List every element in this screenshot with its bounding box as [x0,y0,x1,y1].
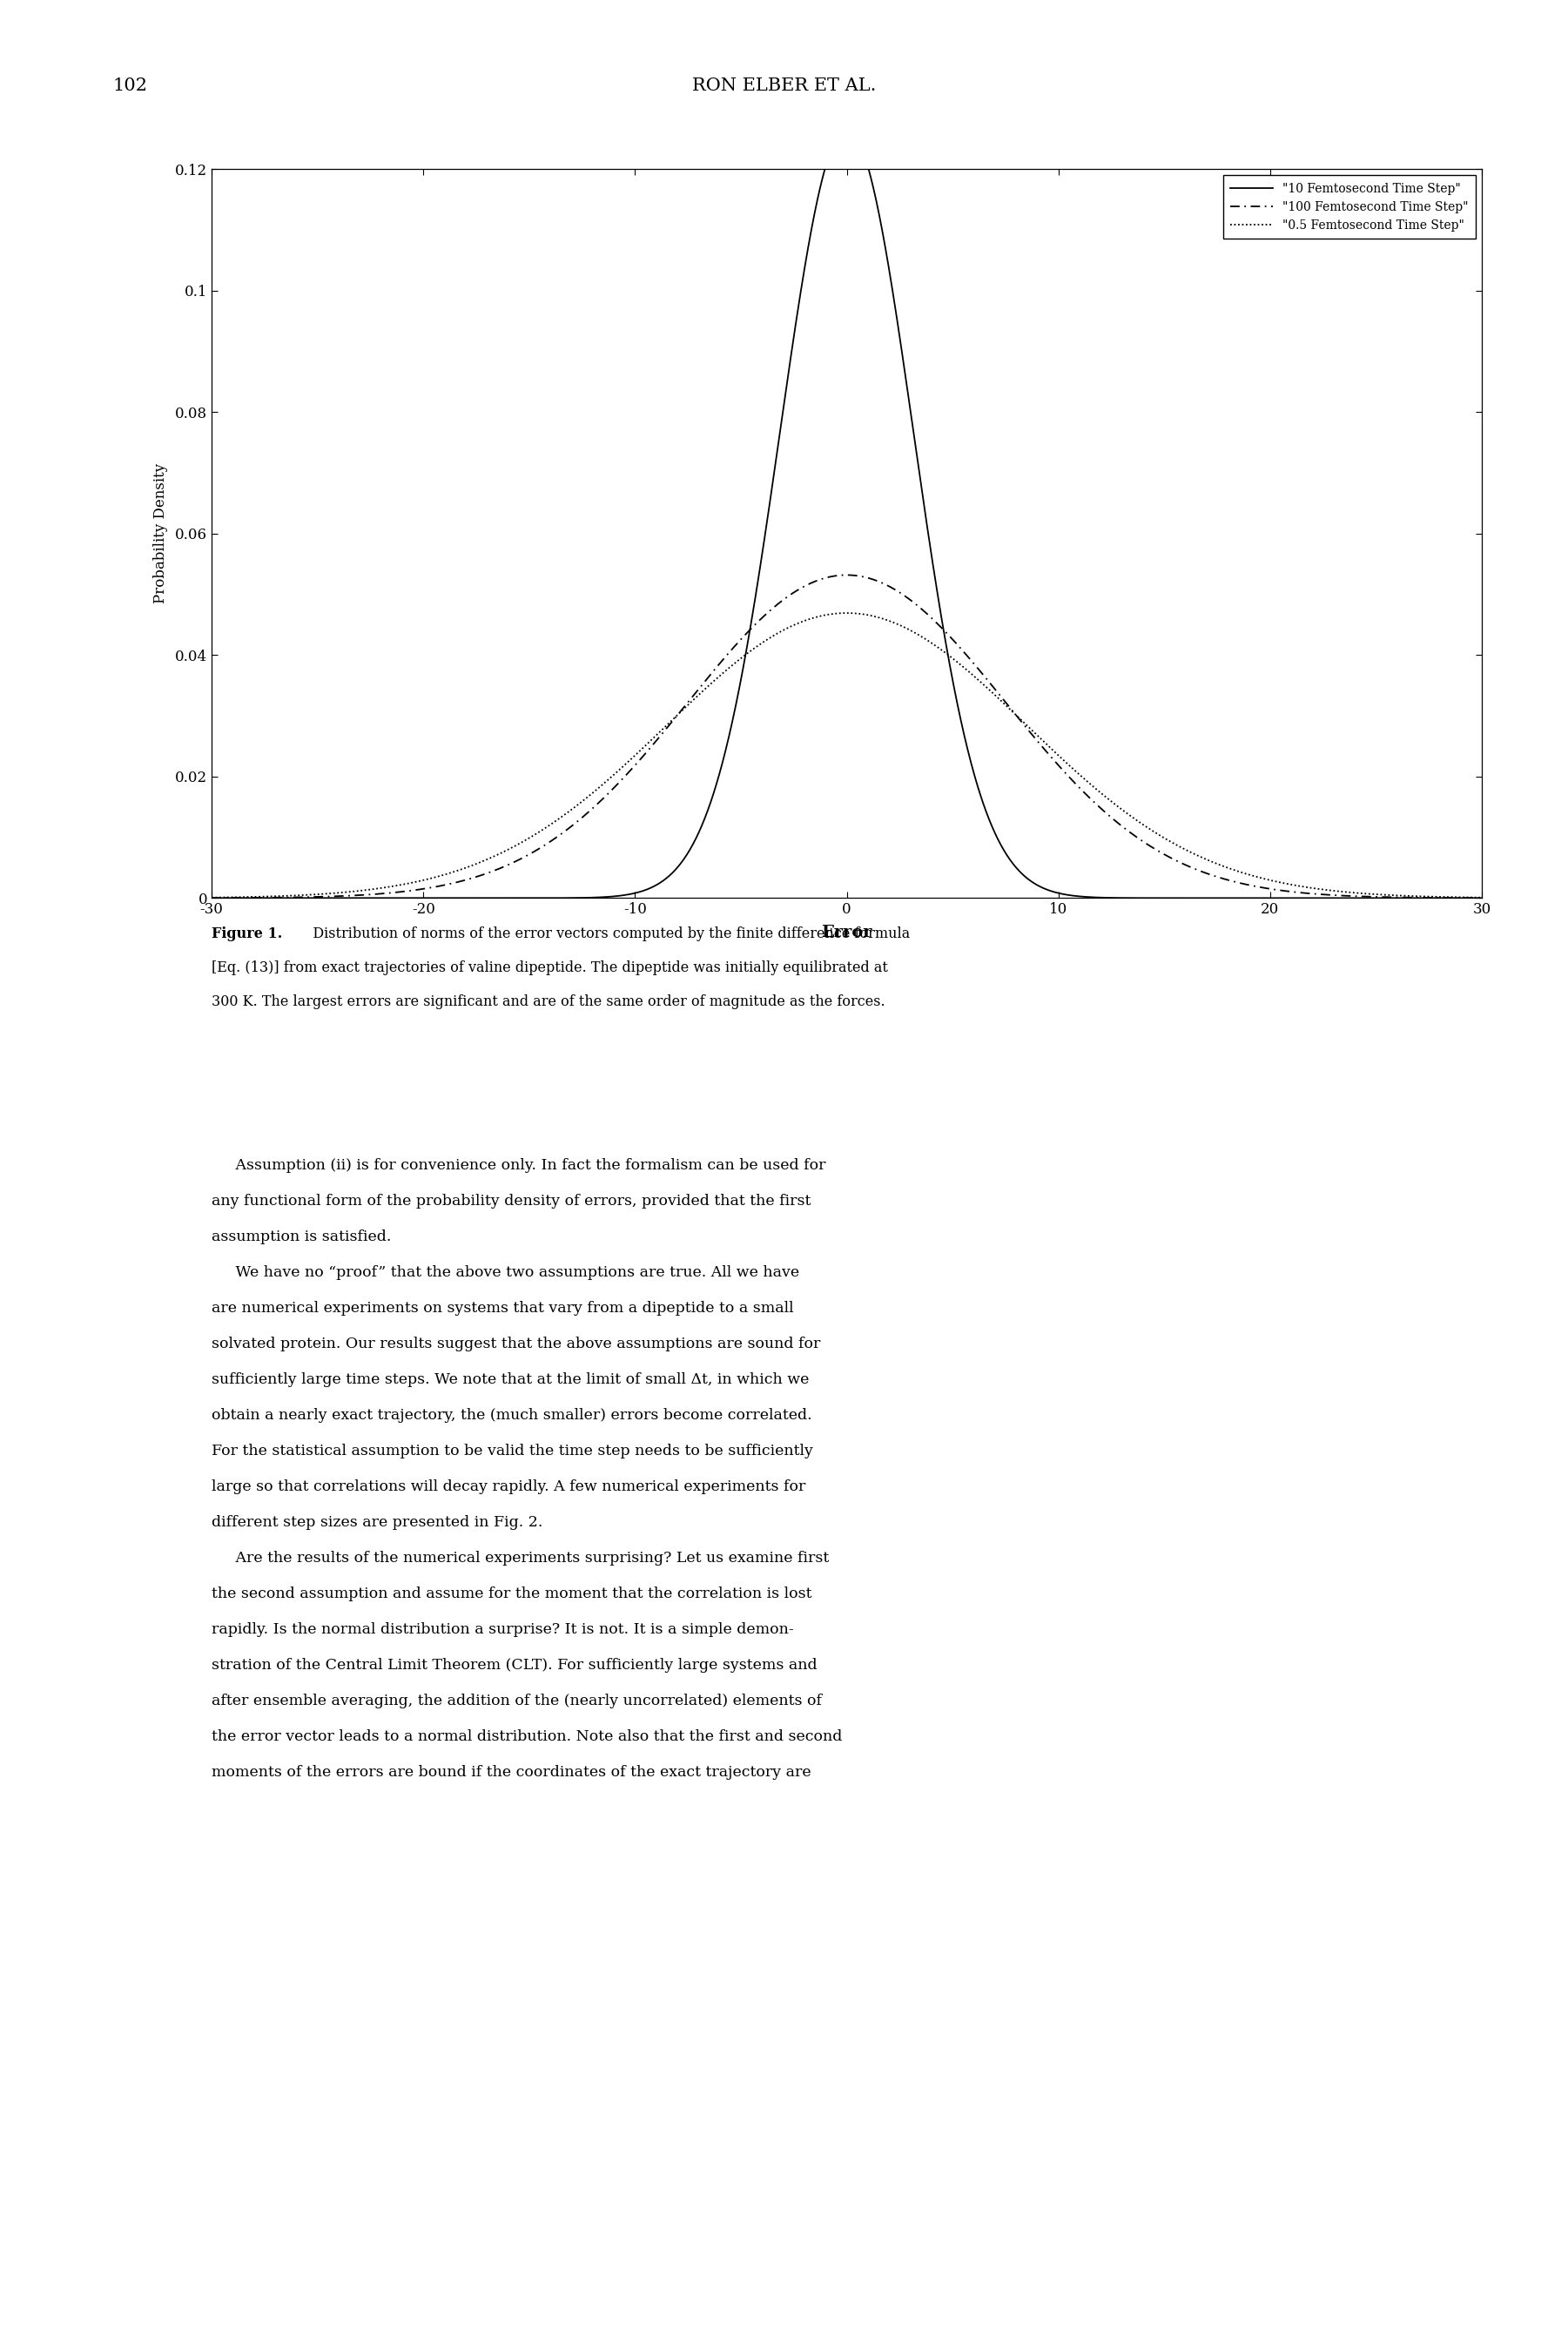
Text: solvated protein. Our results suggest that the above assumptions are sound for: solvated protein. Our results suggest th… [212,1335,820,1352]
Text: moments of the errors are bound if the coordinates of the exact trajectory are: moments of the errors are bound if the c… [212,1766,811,1780]
"10 Femtosecond Time Step" [353,884,372,912]
"0.5 Femtosecond Time Step" [1389,882,1408,910]
Text: We have no “proof” that the above two assumptions are true. All we have: We have no “proof” that the above two as… [212,1265,800,1279]
Text: [Eq. (13)] from exact trajectories of valine dipeptide. The dipeptide was initia: [Eq. (13)] from exact trajectories of va… [212,959,887,976]
Text: Distribution of norms of the error vectors computed by the finite difference for: Distribution of norms of the error vecto… [299,926,909,940]
Text: sufficiently large time steps. We note that at the limit of small Δt, in which w: sufficiently large time steps. We note t… [212,1373,809,1387]
"100 Femtosecond Time Step" [1549,884,1568,912]
Text: Figure 1.: Figure 1. [212,926,282,940]
Text: obtain a nearly exact trajectory, the (much smaller) errors become correlated.: obtain a nearly exact trajectory, the (m… [212,1408,812,1422]
Text: the error vector leads to a normal distribution. Note also that the first and se: the error vector leads to a normal distr… [212,1730,842,1744]
Text: after ensemble averaging, the addition of the (nearly uncorrelated) elements of: after ensemble averaging, the addition o… [212,1693,822,1709]
Text: assumption is satisfied.: assumption is satisfied. [212,1230,392,1244]
Y-axis label: Probability Density: Probability Density [154,463,168,604]
Text: Are the results of the numerical experiments surprising? Let us examine first: Are the results of the numerical experim… [212,1552,829,1566]
Line: "10 Femtosecond Time Step": "10 Femtosecond Time Step" [105,129,1568,898]
Text: rapidly. Is the normal distribution a surprise? It is not. It is a simple demon-: rapidly. Is the normal distribution a su… [212,1622,793,1636]
Text: large so that correlations will decay rapidly. A few numerical experiments for: large so that correlations will decay ra… [212,1479,806,1495]
"100 Femtosecond Time Step" [665,705,684,734]
Text: 300 K. The largest errors are significant and are of the same order of magnitude: 300 K. The largest errors are significan… [212,994,886,1009]
"100 Femtosecond Time Step" [96,884,116,912]
X-axis label: Error: Error [822,924,872,940]
"0.5 Femtosecond Time Step" [1549,884,1568,912]
Text: the second assumption and assume for the moment that the correlation is lost: the second assumption and assume for the… [212,1587,812,1601]
Text: different step sizes are presented in Fig. 2.: different step sizes are presented in Fi… [212,1514,543,1531]
Line: "0.5 Femtosecond Time Step": "0.5 Femtosecond Time Step" [105,614,1568,898]
Text: RON ELBER ET AL.: RON ELBER ET AL. [691,78,877,94]
"100 Femtosecond Time Step" [265,884,284,912]
Text: stration of the Central Limit Theorem (CLT). For sufficiently large systems and: stration of the Central Limit Theorem (C… [212,1657,817,1674]
Text: are numerical experiments on systems that vary from a dipeptide to a small: are numerical experiments on systems tha… [212,1300,793,1317]
Legend: "10 Femtosecond Time Step", "100 Femtosecond Time Step", "0.5 Femtosecond Time S: "10 Femtosecond Time Step", "100 Femtose… [1223,176,1475,237]
"0.5 Femtosecond Time Step" [837,600,856,628]
"0.5 Femtosecond Time Step" [265,882,284,910]
"0.5 Femtosecond Time Step" [353,877,372,905]
"10 Femtosecond Time Step" [729,679,748,708]
Text: For the statistical assumption to be valid the time step needs to be sufficientl: For the statistical assumption to be val… [212,1444,814,1458]
"10 Femtosecond Time Step" [265,884,284,912]
"0.5 Femtosecond Time Step" [96,884,116,912]
Text: Assumption (ii) is for convenience only. In fact the formalism can be used for: Assumption (ii) is for convenience only.… [212,1159,826,1173]
"100 Femtosecond Time Step" [729,628,748,656]
"10 Femtosecond Time Step" [96,884,116,912]
"100 Femtosecond Time Step" [353,882,372,910]
Line: "100 Femtosecond Time Step": "100 Femtosecond Time Step" [105,576,1568,898]
"100 Femtosecond Time Step" [1389,884,1408,912]
Text: any functional form of the probability density of errors, provided that the firs: any functional form of the probability d… [212,1194,811,1208]
Text: 102: 102 [113,78,147,94]
"10 Femtosecond Time Step" [837,115,856,143]
"0.5 Femtosecond Time Step" [665,705,684,734]
"10 Femtosecond Time Step" [1389,884,1408,912]
"100 Femtosecond Time Step" [837,562,856,590]
"10 Femtosecond Time Step" [665,858,684,886]
"10 Femtosecond Time Step" [1549,884,1568,912]
"0.5 Femtosecond Time Step" [729,647,748,675]
